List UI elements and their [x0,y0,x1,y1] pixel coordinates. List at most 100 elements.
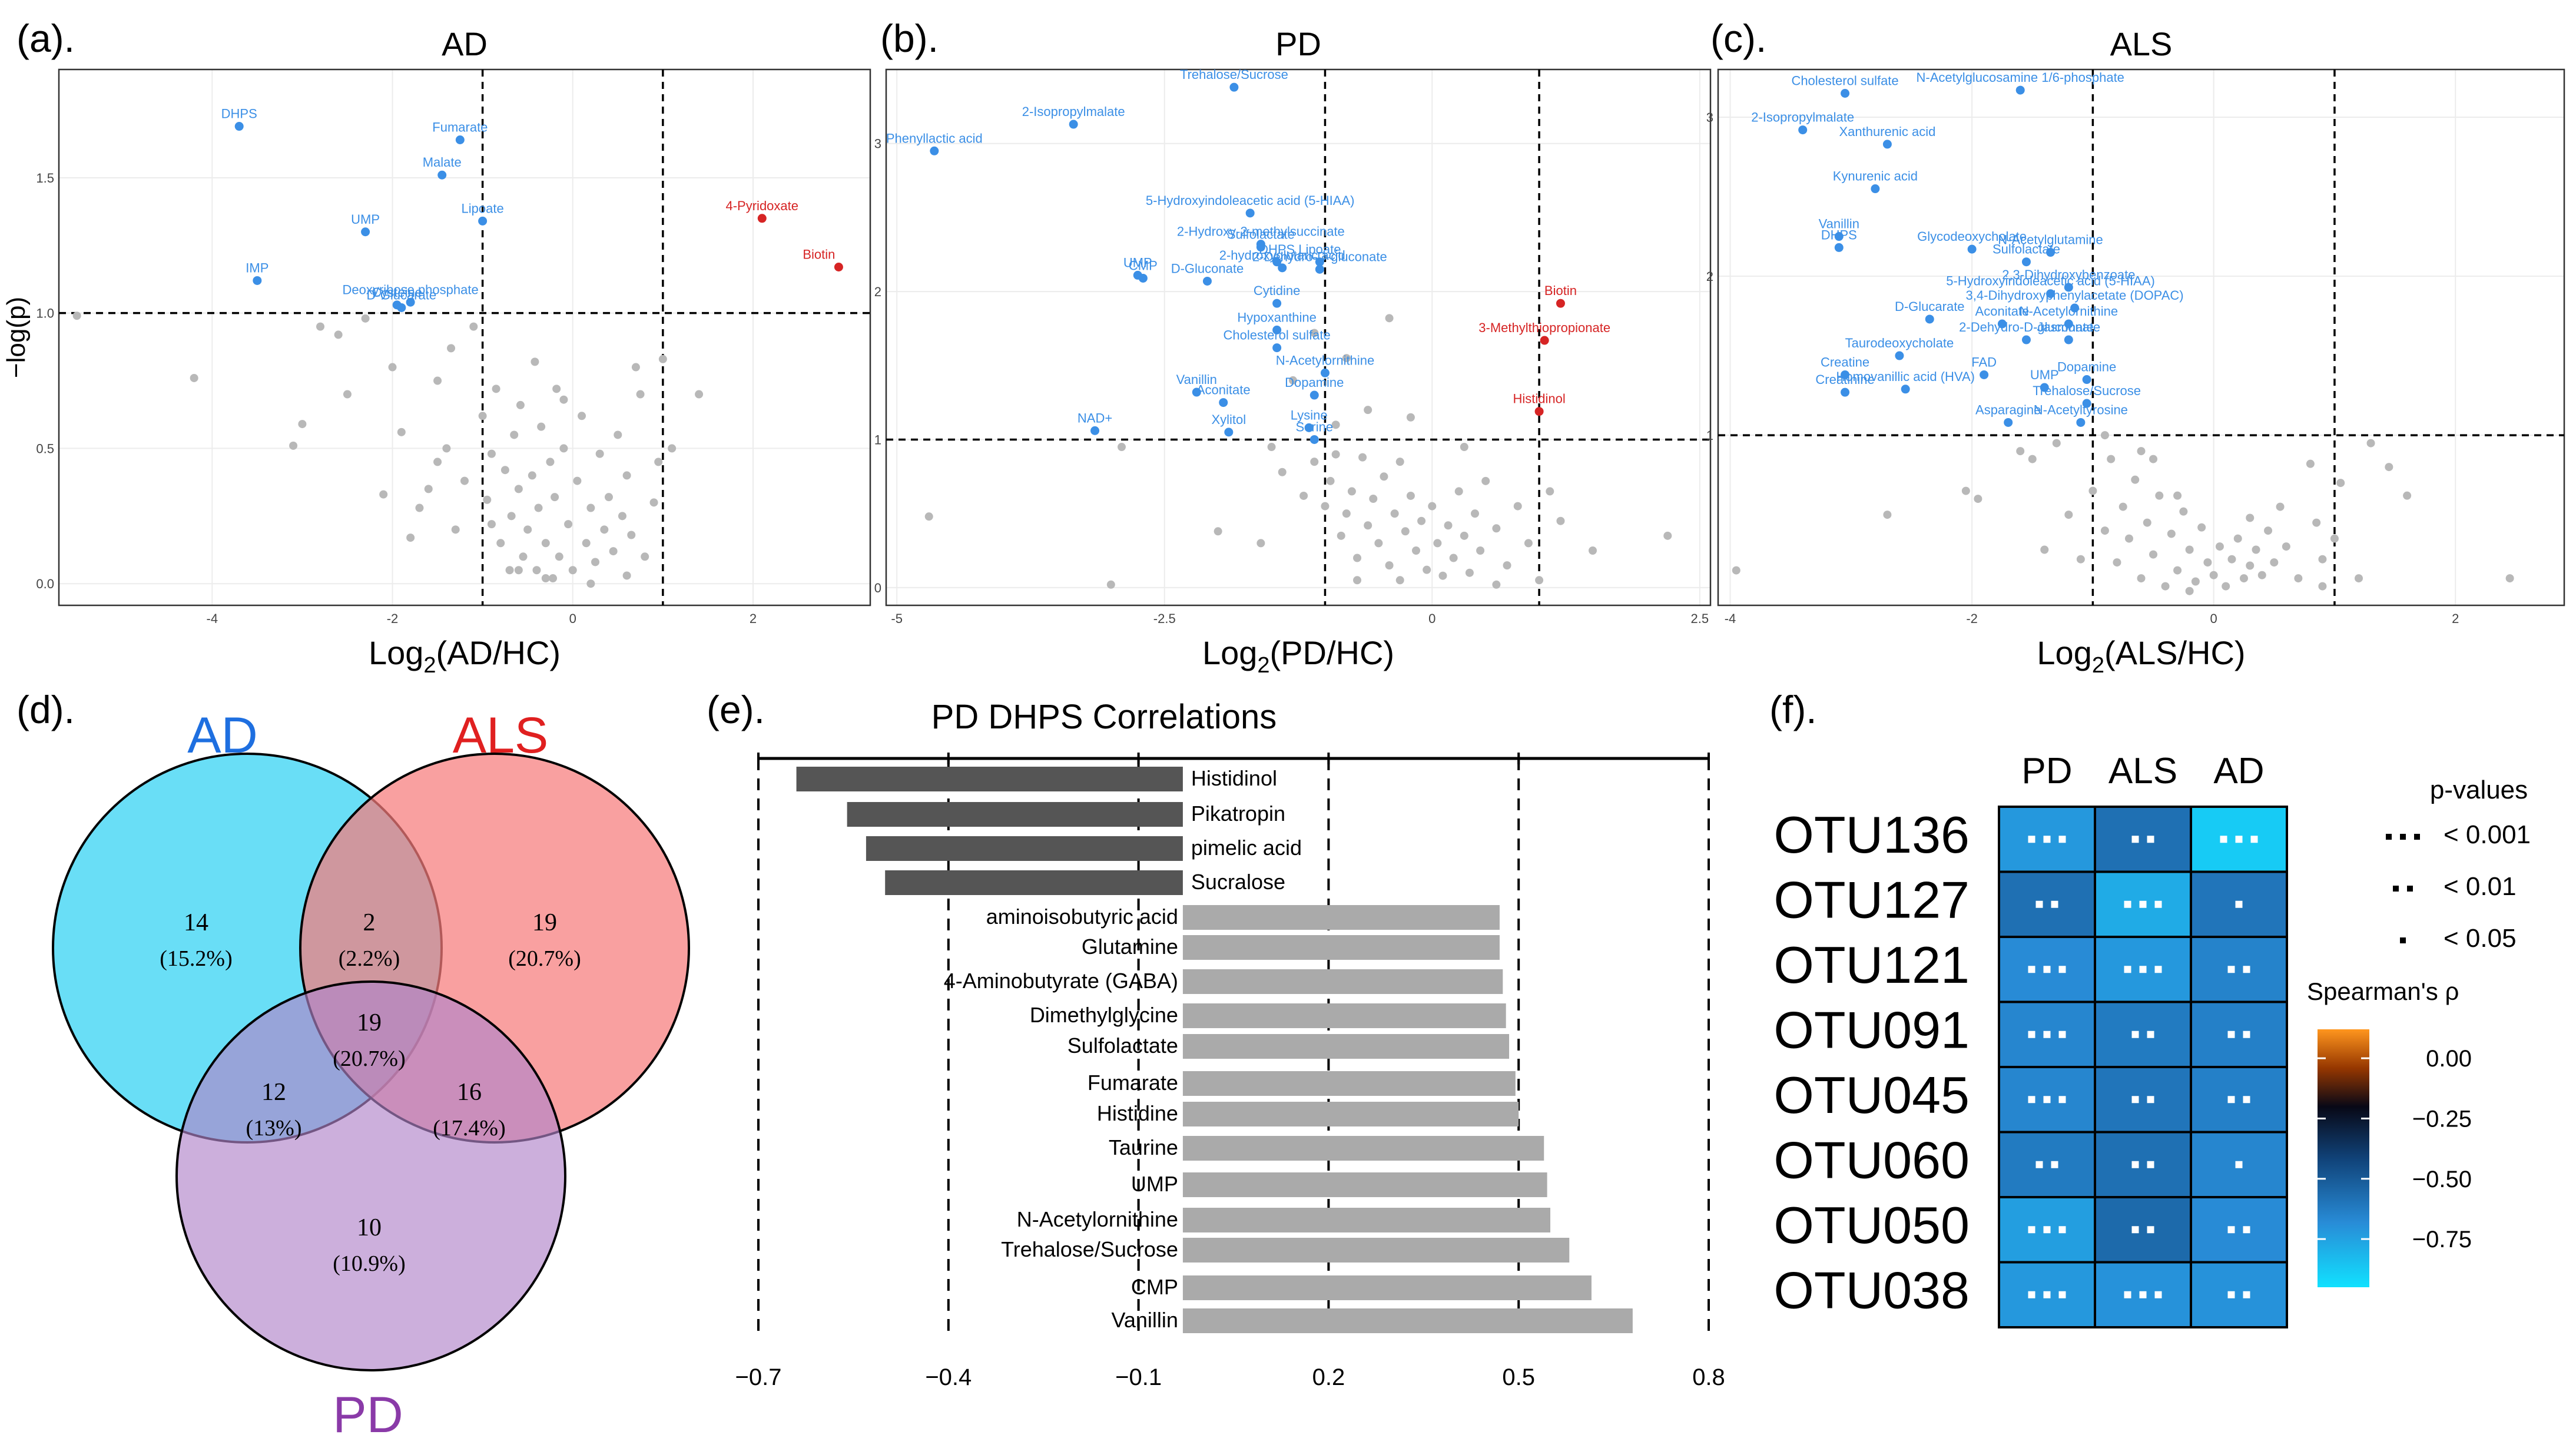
point-label: Biotin [1544,283,1577,298]
significance-dot [2227,1096,2235,1104]
point-label: Fumarate [432,120,488,134]
nonsig-point [1310,458,1319,466]
point-label: Cytidine [1254,283,1300,298]
significance-dot [2154,900,2162,908]
bar-label: Dimethylglycine [1030,1003,1178,1027]
heatmap-row-label: OTU050 [1773,1196,1970,1254]
nonsig-point [1503,561,1511,570]
nonsig-point [534,503,543,512]
point-label: Phenyllactic acid [886,131,983,145]
heatmap-row-label: OTU127 [1773,871,1970,929]
significance-dot [2124,1291,2131,1298]
plot-title: PD [1275,25,1321,62]
nonsig-point [1390,509,1399,518]
significance-dot [2058,966,2066,973]
point-label: Dopamine [2057,360,2116,375]
point-label: UMP [2030,367,2059,382]
colorbar [2318,1029,2369,1287]
nonsig-point [578,412,586,420]
nonsig-point [1267,443,1276,452]
sig-point [1090,426,1100,435]
significance-dot [2147,1161,2154,1168]
point-label: Cysteine [372,285,422,300]
sig-point [1834,243,1844,252]
nonsig-point [2167,529,2176,538]
bar-positive [1182,1208,1550,1232]
sig-point [2064,335,2073,344]
point-label: 2,3-Dihydroxybenzoate [2002,267,2135,282]
colorbar-tick-label: −0.50 [2412,1167,2472,1192]
significance-dot [2243,1096,2250,1104]
nonsig-point [1380,472,1388,481]
point-label: 2-hydroxyglutaric acid [1219,248,1345,263]
point-label: Xanthurenic acid [1839,124,1935,139]
nonsig-point [1406,413,1415,422]
nonsig-point [1556,516,1565,525]
significance-dot [2028,1031,2035,1038]
bar-x-tick-label: 0.8 [1692,1364,1725,1390]
pvalue-legend-dot [2386,834,2392,840]
y-axis-label: −log(p) [2,297,31,378]
venn-percent-als-only: (20.7%) [508,946,581,971]
nonsig-point [2227,555,2236,564]
nonsig-point [609,547,618,556]
nonsig-point [586,503,595,512]
point-label: Taurodeoxycholate [1845,336,1954,350]
sig-point [234,122,244,131]
sig-point [2070,303,2080,313]
nonsig-point [316,322,325,331]
significance-dot [2035,1161,2043,1168]
plot-title: ALS [2110,25,2173,62]
pvalue-legend-label: < 0.001 [2444,820,2531,849]
plot-frame [885,68,1712,607]
sig-point [1192,387,1201,397]
y-tick-label: 3 [874,137,881,151]
otu-heatmap: PD ALS AD OTU136 OTU127 OTU121 OTU091 OTU045 OTU… [1773,751,2531,1328]
nonsig-point [2179,507,2188,516]
heatmap-cell [2190,1196,2288,1264]
nonsig-point [2318,582,2327,591]
point-label: DHPS [1821,227,1857,242]
significance-dot [2058,1096,2066,1104]
nonsig-point [631,363,640,372]
nonsig-point [2246,561,2255,570]
pvalue-legend-label: < 0.01 [2444,872,2517,901]
sig-point [2082,399,2091,408]
x-tick-label: -5 [891,611,903,626]
point-label: 2-Isopropylmalate [1751,110,1854,125]
sig-point [1834,232,1844,241]
venn-set-label-pd: PD [333,1387,403,1443]
nonsig-point [586,579,595,588]
sig-point [1925,314,1934,324]
point-label: Jasmonate [2037,320,2101,334]
sig-point [1219,398,1228,407]
nonsig-point [1535,576,1544,585]
significance-dot [2035,900,2043,908]
nonsig-point [2107,455,2116,463]
nonsig-point [1513,502,1522,511]
nonsig-point [289,441,298,450]
nonsig-point [641,552,649,561]
sig-point [1320,368,1330,377]
sig-point [2021,257,2031,267]
nonsig-point [1465,568,1474,577]
heatmap-column-label: PD [2021,751,2072,791]
colorbar-tick-label: −0.75 [2412,1227,2472,1252]
nonsig-point [2318,555,2327,564]
nonsig-point [2294,574,2303,583]
significance-dot [2235,1161,2243,1168]
significance-dot [2058,836,2066,843]
nonsig-point [531,357,539,366]
plot-frame [1717,68,2565,607]
point-label: 2-Hydroxy-2-methylsuccinate [1177,224,1345,239]
nonsig-point [1663,531,1672,540]
sig-point [2015,85,2025,95]
nonsig-point [1364,521,1372,530]
significance-dot [2227,966,2235,973]
nonsig-point [2016,447,2025,456]
sig-point [1841,89,1850,98]
nonsig-point [552,385,561,393]
nonsig-point [2173,491,2182,500]
nonsig-point [1342,354,1351,363]
significance-dot [2147,1226,2154,1234]
